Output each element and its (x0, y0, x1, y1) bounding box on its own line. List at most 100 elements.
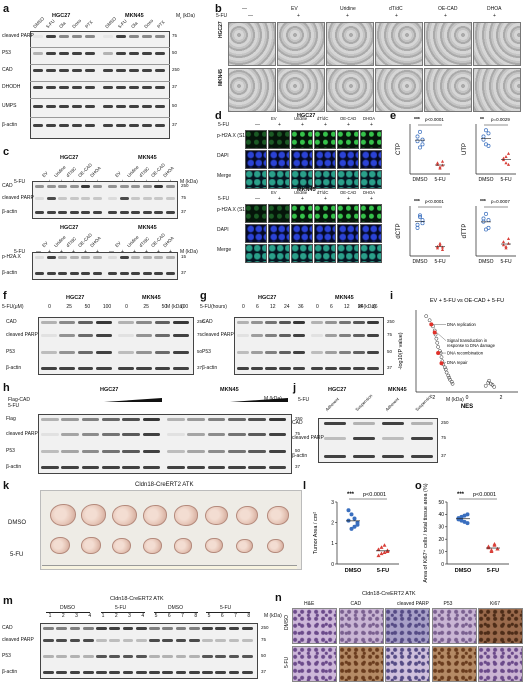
panel-g-band (353, 367, 365, 370)
panel-e-subchart: dCTP *** p<0.0001 DMSO 5-FU (396, 199, 450, 265)
panel-d-micrograph (314, 130, 336, 149)
panel-a-band (46, 51, 56, 55)
panel-m-band (202, 627, 213, 630)
panel-d-micrograph (291, 204, 313, 223)
panel-d-col-label: dT/dC (317, 116, 329, 121)
panel-c-col-label: DHOA (89, 165, 102, 179)
panel-f-lane-label: 0 (125, 304, 128, 310)
panel-d-micrograph (291, 244, 313, 263)
panel-i-point (447, 375, 452, 380)
panel-j-col-label: Adherent (324, 396, 340, 413)
panel-e-sig: *** (414, 199, 420, 205)
panel-i-volcano: EV + 5-FU vs OE-CAD + 5-FU -log10(P value… (398, 298, 518, 410)
panel-c-band (119, 197, 129, 200)
panel-d-row-label: DAPI (217, 227, 229, 233)
panel-f-band (118, 367, 134, 370)
panel-i-xtick: -2 (431, 395, 436, 401)
panel-g-band (251, 351, 263, 354)
panel-d-micrograph (314, 204, 336, 223)
panel-c-cell-hgc27: HGC27 (60, 155, 79, 161)
panel-m-band (188, 639, 200, 642)
panel-i-point (434, 336, 439, 341)
panel-m-band (69, 639, 81, 642)
panel-f-lane-label: 0 (48, 304, 51, 310)
panel-k-stomach (50, 504, 76, 527)
panel-b-micrograph (424, 68, 472, 112)
panel-f-band (95, 367, 112, 370)
panel-c-band (46, 185, 56, 188)
panel-l-ytick-label: 1 (331, 541, 334, 547)
panel-f-band (95, 351, 112, 354)
panel-m-band (215, 627, 226, 630)
panel-c-band (142, 197, 152, 200)
panel-g-blot (234, 317, 384, 375)
panel-d-sign: + (301, 196, 304, 202)
panel-m-lane-label: 6 (167, 613, 171, 619)
panel-d-micrograph (245, 130, 267, 149)
panel-label-l: l (303, 480, 307, 492)
panel-m-band (56, 639, 67, 642)
panel-i-highlight-point (429, 322, 434, 327)
panel-i-ylabel: -log10(P value) (398, 332, 404, 369)
panel-g-band (367, 334, 379, 337)
panel-e-point (504, 155, 508, 159)
panel-a-row-label: DHODH (2, 84, 21, 90)
panel-a-band (85, 51, 95, 55)
panel-l-ytick-label: 0 (331, 562, 334, 568)
panel-c-band (131, 256, 140, 259)
panel-o-ytick-label: 40 (438, 512, 444, 518)
panel-l-point (379, 545, 384, 549)
panel-m-band (215, 655, 226, 658)
panel-a-band (59, 85, 69, 89)
panel-f-lane-label: 25 (143, 304, 149, 310)
panel-d-row-label: Merge (217, 247, 232, 253)
panel-c-marker: 75 (181, 195, 187, 200)
panel-n-row-label: DMSO (284, 615, 290, 630)
panel-f-cell: HGC27 (66, 295, 85, 301)
panel-l-pvalue: p<0.0001 (363, 492, 386, 498)
panel-a-marker: 37 (172, 122, 178, 127)
panel-m-band (43, 671, 54, 674)
panel-a-divider (30, 81, 170, 82)
panel-g-band (237, 321, 249, 324)
panel-a-band (103, 68, 113, 72)
panel-m-band (69, 671, 81, 674)
panel-h-band (41, 450, 59, 453)
panel-a-band (46, 68, 56, 72)
panel-a-blot (30, 31, 170, 139)
panel-f-band (136, 334, 152, 337)
panel-d-col-label: Uridine (294, 116, 308, 121)
panel-m-group-bar (46, 612, 90, 613)
panel-j-band (382, 455, 404, 458)
panel-h-treat: 5-FU (8, 403, 20, 409)
panel-f-band (77, 351, 94, 354)
panel-f-marker: 50 (197, 349, 203, 354)
panel-d-micrograph (337, 224, 359, 243)
panel-k-title: Cldn18-CreERT2 ATK (135, 482, 194, 488)
panel-a-lane-label: 5-FU (45, 18, 56, 30)
panel-a-marker: 50 (172, 50, 178, 55)
panel-i-point (424, 314, 429, 318)
panel-l-point (385, 548, 390, 552)
panel-d-col-label: dT/dC (317, 190, 329, 195)
panel-m-lane-label: 3 (75, 613, 78, 619)
panel-g-band (237, 334, 249, 337)
panel-a-band (103, 51, 113, 55)
panel-e-point (484, 142, 488, 147)
panel-c-band (69, 185, 79, 188)
panel-a-lane-label: PTX (84, 19, 94, 30)
panel-h-treat: Flag-CAD (8, 397, 30, 403)
panel-h-band (41, 433, 59, 436)
panel-e-point (501, 243, 506, 247)
panel-a-row-label: CAD (2, 67, 13, 73)
panel-d-micrograph (360, 130, 382, 149)
panel-d-micrograph (360, 244, 382, 263)
panel-d-micrograph (360, 170, 382, 189)
panel-d-micrograph (245, 244, 267, 263)
panel-f-band (41, 351, 57, 354)
panel-c-col-label: Uridine (126, 234, 140, 249)
panel-a-row-label: P53 (2, 50, 11, 56)
panel-a-band (33, 68, 43, 72)
panel-o-point (486, 544, 491, 549)
panel-b-micrograph (375, 22, 423, 66)
